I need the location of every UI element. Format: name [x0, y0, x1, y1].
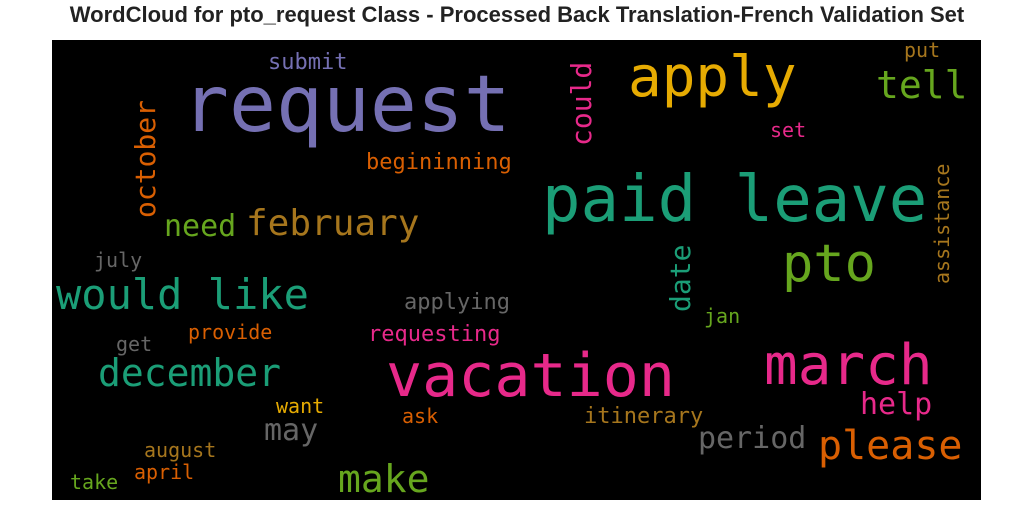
word-submit: submit: [268, 50, 348, 75]
word-tell: tell: [876, 63, 968, 107]
word-applying: applying: [404, 290, 510, 315]
word-august: august: [144, 438, 217, 462]
word-get: get: [116, 332, 153, 356]
word-make: make: [338, 457, 430, 500]
word-paid-leave: paid leave: [542, 163, 928, 237]
word-date: date: [664, 244, 697, 312]
word-may: may: [264, 413, 319, 448]
word-help: help: [860, 387, 933, 422]
word-need: need: [164, 209, 237, 244]
word-itinerary: itinerary: [584, 404, 704, 429]
word-ask: ask: [402, 404, 439, 428]
word-december: december: [98, 351, 282, 395]
word-set: set: [770, 118, 807, 142]
word-provide: provide: [188, 320, 273, 344]
word-please: please: [818, 423, 963, 469]
word-put: put: [904, 40, 941, 62]
word-february: february: [246, 203, 420, 244]
word-jan: jan: [704, 304, 741, 328]
word-want: want: [276, 394, 325, 418]
word-october: october: [129, 99, 162, 218]
word-apply: apply: [628, 45, 797, 110]
word-april: april: [134, 460, 195, 484]
word-begininning: begininning: [366, 150, 512, 175]
word-could: could: [565, 61, 598, 146]
word-period: period: [698, 421, 807, 456]
word-vacation: vacation: [386, 341, 675, 411]
wordcloud-canvas: request apply paid leave vacation march pto wo…: [52, 40, 981, 500]
word-march: march: [764, 333, 933, 398]
word-requesting: requesting: [368, 322, 501, 347]
chart-title: WordCloud for pto_request Class - Proces…: [69, 2, 965, 27]
word-would-like: would like: [56, 270, 309, 319]
word-take: take: [70, 470, 119, 494]
word-request: request: [182, 60, 511, 150]
word-assistance: assistance: [930, 163, 954, 284]
word-pto: pto: [782, 234, 876, 294]
word-july: july: [94, 248, 143, 272]
